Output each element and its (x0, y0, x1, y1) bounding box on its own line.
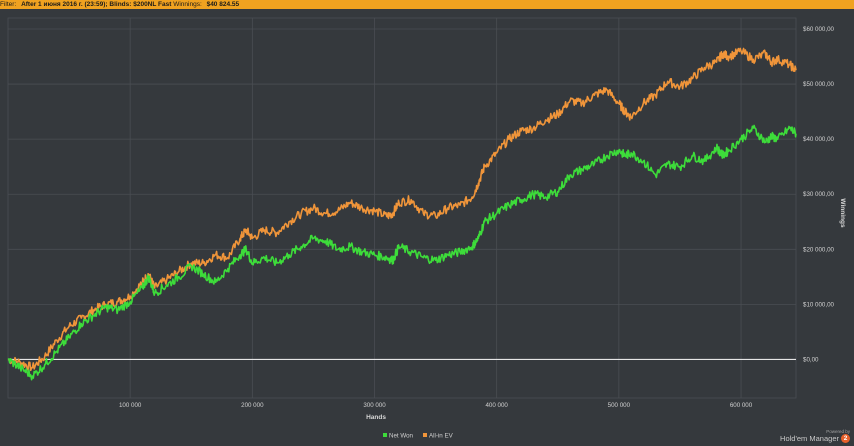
x-tick-label: 500 000 (608, 402, 631, 409)
legend-label: All-in EV (429, 433, 454, 440)
brand-version-badge: 2 (841, 434, 850, 443)
y-axis-ticks: $0,00 $10 000,00 $20 000,00 $30 000,00 $40 0… (803, 26, 835, 363)
series-line-net-won (7, 124, 797, 381)
x-axis-label: Hands (366, 414, 386, 421)
legend: Net Won All-in EV (383, 433, 454, 440)
legend-swatch (383, 433, 387, 437)
y-tick-label: $30 000,00 (803, 191, 835, 198)
y-tick-label: $50 000,00 (803, 81, 835, 88)
filter-text: After 1 июня 2016 г. (23:59); Blinds: $2… (21, 1, 172, 8)
x-tick-label: 400 000 (485, 402, 508, 409)
y-tick-label: $20 000,00 (803, 246, 835, 253)
y-tick-label: $10 000,00 (803, 301, 835, 308)
winnings-chart: 100 000 200 000 300 000 400 000 500 000 600 0… (7, 17, 846, 440)
series-line-all-in-ev (7, 47, 797, 372)
plot-frame (7, 17, 797, 399)
x-tick-label: 100 000 (119, 402, 142, 409)
filter-prefix: Filter: (0, 1, 17, 8)
x-tick-label: 600 000 (730, 402, 753, 409)
chart-grid (7, 17, 797, 399)
x-tick-label: 300 000 (363, 402, 386, 409)
winnings-value: $40 824.55 (206, 1, 240, 8)
brand-name: Hold'em Manager (780, 434, 839, 443)
filter-bar: Filter: After 1 июня 2016 г. (23:59); Bl… (0, 0, 854, 9)
winnings-label: Winnings: (173, 1, 202, 8)
legend-swatch (423, 433, 427, 437)
y-tick-label: $40 000,00 (803, 136, 835, 143)
legend-label: Net Won (389, 433, 414, 440)
y-tick-label: $60 000,00 (803, 26, 835, 33)
series-layer (7, 47, 797, 381)
y-tick-label: $0,00 (803, 356, 819, 363)
brand-logo: Powered by Hold'em Manager 2 (780, 429, 850, 443)
x-tick-label: 200 000 (241, 402, 264, 409)
y-axis-label: Winnings (839, 198, 846, 228)
powered-by-text: Powered by (826, 429, 850, 434)
x-axis-ticks: 100 000 200 000 300 000 400 000 500 000 600 0… (119, 402, 753, 409)
